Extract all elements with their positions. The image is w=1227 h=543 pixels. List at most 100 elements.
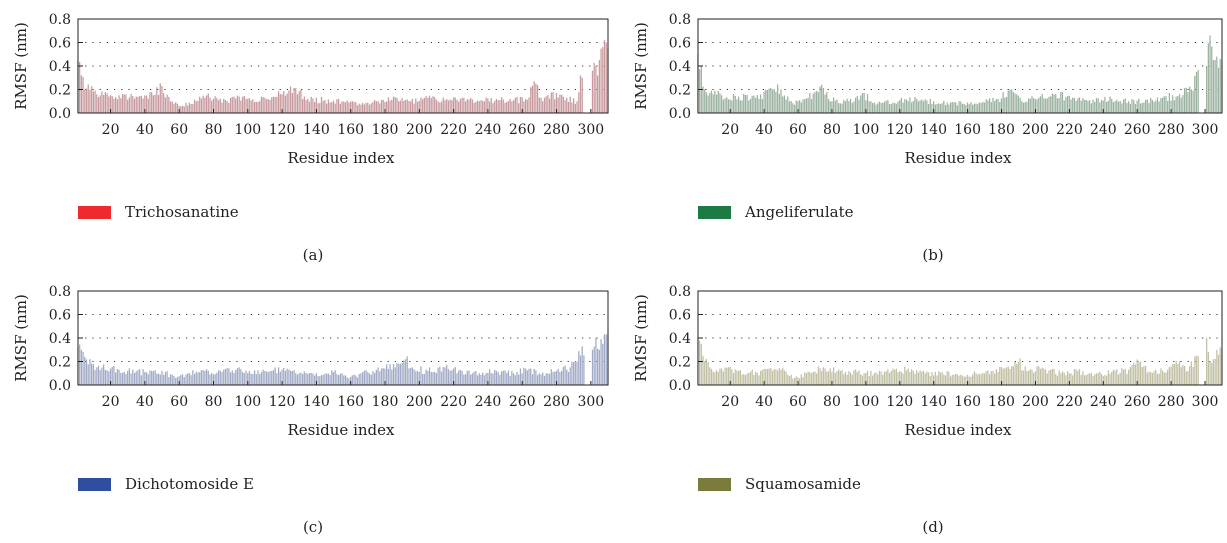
rmsf-bar: [1056, 375, 1059, 385]
rmsf-bar: [536, 375, 539, 385]
rmsf-bar: [327, 99, 329, 113]
rmsf-bar: [888, 104, 891, 113]
rmsf-bar: [171, 101, 173, 113]
rmsf-bar: [899, 371, 901, 385]
rmsf-bar: [1022, 370, 1025, 385]
rmsf-bar: [173, 376, 175, 385]
rmsf-bar: [765, 368, 767, 385]
rmsf-bar: [449, 99, 451, 113]
rmsf-bar: [423, 97, 426, 113]
rmsf-bar: [875, 372, 877, 385]
rmsf-bar: [892, 368, 894, 385]
rmsf-bar: [192, 104, 194, 113]
rmsf-bar: [492, 103, 494, 113]
rmsf-bar: [980, 103, 982, 113]
rmsf-bar: [1143, 366, 1145, 385]
rmsf-bar: [1170, 100, 1172, 113]
rmsf-bar: [885, 371, 887, 385]
rmsf-bar: [514, 375, 516, 385]
rmsf-bar: [157, 373, 160, 385]
rmsf-bar: [163, 374, 165, 385]
rmsf-bar: [289, 370, 292, 385]
rmsf-bar: [564, 365, 566, 385]
rmsf-bar: [927, 104, 930, 113]
rmsf-bar: [1219, 347, 1221, 385]
rmsf-bar: [994, 100, 996, 113]
rmsf-bar: [310, 372, 312, 385]
rmsf-bar: [1105, 102, 1108, 113]
rmsf-bar: [387, 368, 390, 385]
rmsf-bar: [241, 372, 244, 385]
rmsf-bar: [1051, 93, 1053, 113]
rmsf-bar: [512, 100, 515, 113]
rmsf-bar: [350, 101, 352, 113]
legend-swatch-d: [698, 477, 731, 491]
rmsf-bar: [1055, 94, 1057, 113]
rmsf-bar: [344, 375, 347, 385]
rmsf-bar: [1146, 99, 1148, 113]
rmsf-bar: [120, 372, 122, 385]
x-axis-label: Residue index: [288, 421, 396, 439]
rmsf-bar: [509, 376, 511, 385]
rmsf-bar: [113, 98, 115, 113]
rmsf-bar: [912, 370, 914, 385]
legend-d: Squamosamide: [698, 475, 861, 493]
rmsf-bar: [1209, 35, 1211, 114]
rmsf-bar: [463, 374, 465, 385]
rmsf-bar: [1122, 369, 1125, 385]
rmsf-bar: [1219, 58, 1221, 113]
rmsf-bar: [1121, 367, 1123, 385]
rmsf-bar: [919, 100, 921, 113]
rmsf-bar: [910, 102, 913, 113]
rmsf-chart-d: 0.0 0.2 0.4 0.6 0.8 20 40 60 80 100 120 140 160 180 20…: [632, 284, 1223, 439]
rmsf-bar: [164, 97, 167, 113]
rmsf-bar: [356, 377, 359, 385]
rmsf-bar: [1083, 99, 1086, 113]
rmsf-bar: [82, 77, 84, 113]
rmsf-bar: [403, 360, 405, 385]
rmsf-bar: [1133, 362, 1135, 385]
rmsf-bar: [860, 95, 862, 113]
rmsf-bar: [1002, 92, 1004, 113]
rmsf-bar: [216, 98, 218, 113]
rmsf-bar: [291, 371, 293, 385]
rmsf-bar: [413, 103, 415, 113]
rmsf-bar: [307, 373, 309, 385]
rmsf-bar: [765, 89, 767, 113]
rmsf-bar: [717, 90, 719, 113]
rmsf-bar: [822, 88, 825, 113]
rmsf-bar: [1175, 96, 1177, 113]
rmsf-bar: [322, 101, 324, 113]
rmsf-bar: [1044, 98, 1047, 113]
panel-caption-b: (b): [922, 246, 944, 264]
rmsf-bar: [499, 374, 501, 385]
rmsf-bar: [257, 370, 259, 385]
rmsf-bar: [375, 369, 378, 385]
rmsf-bar: [1000, 98, 1003, 113]
rmsf-bar: [260, 96, 263, 113]
rmsf-bar: [169, 374, 172, 385]
rmsf-bar: [442, 97, 444, 113]
y-tick-label: 0.2: [49, 83, 71, 99]
rmsf-bar: [793, 104, 796, 113]
rmsf-bar: [255, 374, 257, 385]
rmsf-bar: [880, 102, 882, 113]
rmsf-bar: [1144, 100, 1147, 113]
y-tick-label: 0.2: [49, 355, 71, 371]
rmsf-bar: [372, 370, 374, 385]
rmsf-bar: [858, 370, 860, 385]
rmsf-bar: [334, 370, 336, 385]
rmsf-bar: [758, 98, 760, 113]
rmsf-bar: [1077, 98, 1079, 113]
rmsf-bar: [787, 96, 789, 113]
rmsf-bar: [195, 371, 197, 385]
rmsf-bar: [341, 373, 343, 385]
rmsf-bar: [1029, 368, 1031, 385]
rmsf-bar: [233, 96, 235, 113]
rmsf-bar: [281, 94, 283, 113]
rmsf-bar: [161, 370, 163, 385]
rmsf-bar: [729, 367, 731, 385]
rmsf-bar: [953, 374, 955, 385]
rmsf-bar: [775, 91, 777, 113]
rmsf-bar: [822, 367, 825, 385]
